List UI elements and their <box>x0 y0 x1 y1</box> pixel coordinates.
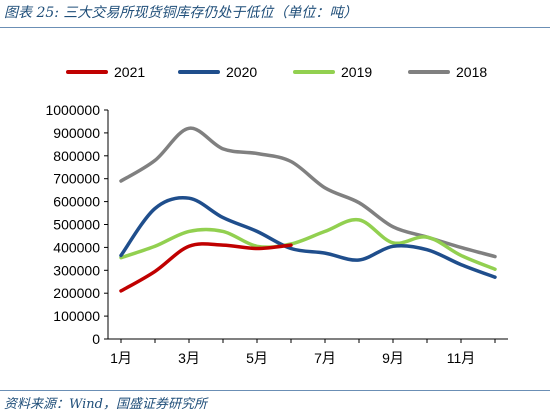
x-tick-label: 7月 <box>314 350 336 366</box>
series-line-2020 <box>119 196 497 279</box>
y-tick-label: 300000 <box>53 262 100 278</box>
x-tick-label: 11月 <box>447 350 476 366</box>
source-note: 资料来源：Wind，国盛证券研究所 <box>4 397 207 412</box>
x-tick-label: 9月 <box>382 350 404 366</box>
series-lines <box>119 126 497 293</box>
title-divider <box>0 27 550 28</box>
y-tick-label: 0 <box>92 331 100 347</box>
legend-label-2021: 2021 <box>114 64 145 80</box>
y-tick-label: 200000 <box>53 285 100 301</box>
x-axis: 1月 3月 5月 7月 9月 11月 <box>108 338 508 366</box>
y-tick-label: 1000000 <box>45 102 100 118</box>
y-tick-label: 900000 <box>53 125 100 141</box>
y-tick-label: 600000 <box>53 194 100 210</box>
chart-title: 图表 25: 三大交易所现货铜库存仍处于低位（单位：吨） <box>4 5 358 21</box>
source-divider <box>0 390 550 391</box>
x-tick-label: 5月 <box>246 350 268 366</box>
legend-label-2019: 2019 <box>341 64 372 80</box>
x-tick-label: 1月 <box>110 350 132 366</box>
line-chart: 2021 2020 2019 2018 0 100000 200000 300000 4000… <box>45 64 508 366</box>
y-tick-label: 800000 <box>53 148 100 164</box>
y-tick-label: 700000 <box>53 171 100 187</box>
series-line-2019 <box>119 217 497 271</box>
series-line-2021 <box>119 242 293 293</box>
y-tick-label: 500000 <box>53 217 100 233</box>
legend-label-2018: 2018 <box>456 64 487 80</box>
y-axis: 0 100000 200000 300000 400000 500000 600000 700… <box>45 102 109 347</box>
legend: 2021 2020 2019 2018 <box>66 64 487 80</box>
y-tick-label: 100000 <box>53 308 100 324</box>
x-tick-label: 3月 <box>178 350 200 366</box>
legend-label-2020: 2020 <box>226 64 257 80</box>
y-tick-label: 400000 <box>53 239 100 255</box>
